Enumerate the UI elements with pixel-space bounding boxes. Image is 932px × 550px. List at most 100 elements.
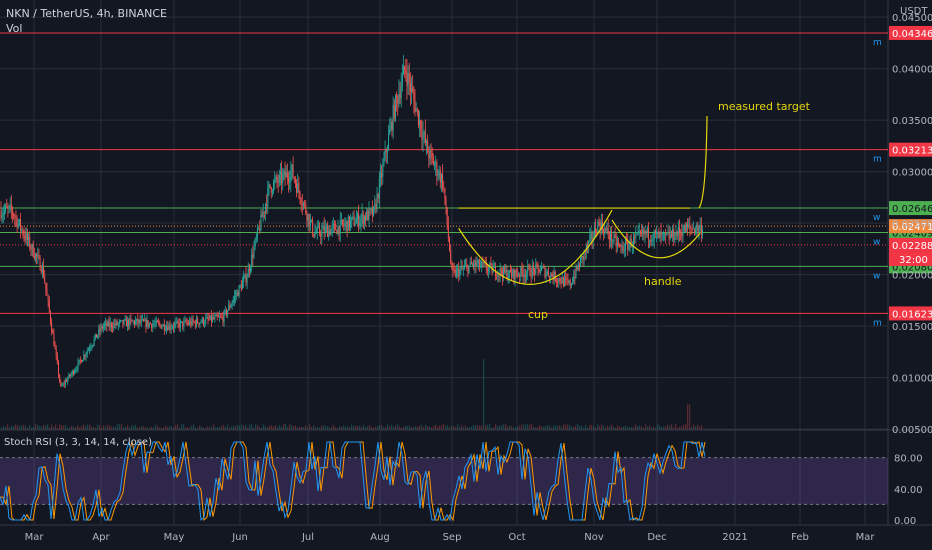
candle-body bbox=[1, 215, 3, 219]
volume-bar bbox=[69, 427, 71, 429]
candle-body bbox=[135, 321, 137, 325]
candle-body bbox=[227, 310, 229, 315]
volume-bar bbox=[651, 427, 653, 429]
candle-body bbox=[553, 271, 555, 280]
candle-body bbox=[33, 256, 35, 259]
volume-bar bbox=[57, 427, 59, 429]
candle-body bbox=[71, 370, 73, 374]
candle-body bbox=[265, 204, 266, 213]
candle-body bbox=[474, 260, 476, 267]
candle-body bbox=[485, 263, 487, 270]
candle-body bbox=[309, 220, 311, 226]
volume-bar bbox=[7, 424, 9, 429]
volume-bar bbox=[447, 424, 449, 429]
volume-bar bbox=[401, 427, 403, 429]
candle-body bbox=[454, 269, 456, 276]
candle-body bbox=[407, 73, 409, 86]
levels: 0.04346 m 0.03213 m 0.01623 m 0.02646 w 0.02409 w… bbox=[0, 25, 932, 328]
candle-body bbox=[675, 231, 677, 240]
volume-bar bbox=[633, 427, 635, 429]
candle-body bbox=[186, 323, 188, 324]
price-tick: 0.01000 bbox=[892, 374, 932, 385]
volume-bar bbox=[423, 426, 425, 429]
candle-body bbox=[37, 255, 39, 257]
candle-body bbox=[654, 230, 656, 234]
candle-body bbox=[40, 270, 42, 273]
candle-body bbox=[150, 323, 151, 325]
volume-bar bbox=[49, 427, 51, 429]
volume-bar bbox=[235, 426, 237, 429]
candle-body bbox=[528, 266, 530, 268]
candle-body bbox=[267, 188, 269, 207]
volume-bar bbox=[605, 427, 607, 429]
candle-body bbox=[202, 318, 204, 325]
volume-bar bbox=[25, 425, 27, 429]
volume-bar bbox=[345, 426, 347, 429]
volume-bar bbox=[383, 426, 385, 429]
candle-body bbox=[473, 264, 475, 267]
volume-bar bbox=[381, 424, 383, 429]
volume-bar bbox=[697, 424, 699, 429]
candle-body bbox=[193, 321, 195, 323]
candle-body bbox=[5, 206, 7, 211]
candle-body bbox=[237, 291, 239, 297]
volume-bar bbox=[257, 425, 259, 429]
candle-body bbox=[44, 276, 46, 283]
candle-body bbox=[639, 231, 641, 233]
candle-body bbox=[140, 319, 142, 323]
candle-body bbox=[232, 299, 234, 303]
candle-body bbox=[147, 320, 149, 327]
candle-body bbox=[434, 165, 436, 166]
volume-bar bbox=[213, 424, 215, 429]
candle-body bbox=[0, 210, 2, 219]
candle-body bbox=[513, 269, 515, 280]
candle-body bbox=[545, 273, 547, 278]
candle-body bbox=[52, 331, 54, 334]
volume-bar bbox=[561, 426, 563, 429]
volume-bar bbox=[517, 426, 519, 429]
candle-body bbox=[182, 321, 184, 327]
candle-body bbox=[415, 108, 417, 112]
volume-bar bbox=[267, 426, 269, 429]
candle-body bbox=[587, 245, 588, 247]
candle-body bbox=[315, 232, 317, 234]
volume-bar bbox=[607, 425, 609, 429]
candle-body bbox=[417, 109, 419, 126]
candle-body bbox=[550, 273, 552, 279]
price-tick: 0.04000 bbox=[892, 65, 932, 76]
candle-body bbox=[515, 270, 517, 274]
level-marker: w bbox=[873, 271, 880, 281]
candle-body bbox=[302, 202, 304, 206]
candle-body bbox=[662, 233, 664, 235]
volume-bar bbox=[135, 424, 137, 429]
candle-body bbox=[273, 181, 275, 192]
candle-body bbox=[325, 226, 327, 228]
candle-body bbox=[378, 178, 380, 199]
time-axis: Mar Apr May Jun Jul Aug Sep Oct Nov Dec 2021 Feb Mar bbox=[25, 532, 876, 543]
candle-body bbox=[209, 315, 211, 320]
candle-body bbox=[208, 319, 210, 320]
candle-body bbox=[376, 193, 378, 210]
rsi-tick: 80.00 bbox=[894, 454, 923, 465]
volume-bar bbox=[529, 424, 531, 429]
volume-bar bbox=[439, 425, 441, 429]
candle-body bbox=[522, 271, 524, 278]
candle-body bbox=[345, 221, 347, 224]
candle-body bbox=[377, 193, 379, 199]
price-tick: 0.03500 bbox=[892, 116, 932, 127]
candle-body bbox=[166, 326, 168, 330]
handle-curve bbox=[611, 219, 701, 259]
volume-bar bbox=[645, 424, 647, 429]
volume-bar bbox=[109, 425, 111, 429]
candle-body bbox=[383, 158, 385, 165]
volume-bar bbox=[63, 425, 65, 429]
candle-body bbox=[598, 221, 600, 224]
candle-body bbox=[296, 183, 298, 193]
volume-bar bbox=[473, 425, 475, 429]
price-tick: 0.04500 bbox=[892, 13, 932, 24]
candle-body bbox=[64, 380, 66, 385]
volume-bar bbox=[1, 427, 3, 429]
volume-bar bbox=[103, 425, 105, 429]
candle-body bbox=[210, 315, 212, 322]
volume-bar bbox=[507, 426, 509, 429]
